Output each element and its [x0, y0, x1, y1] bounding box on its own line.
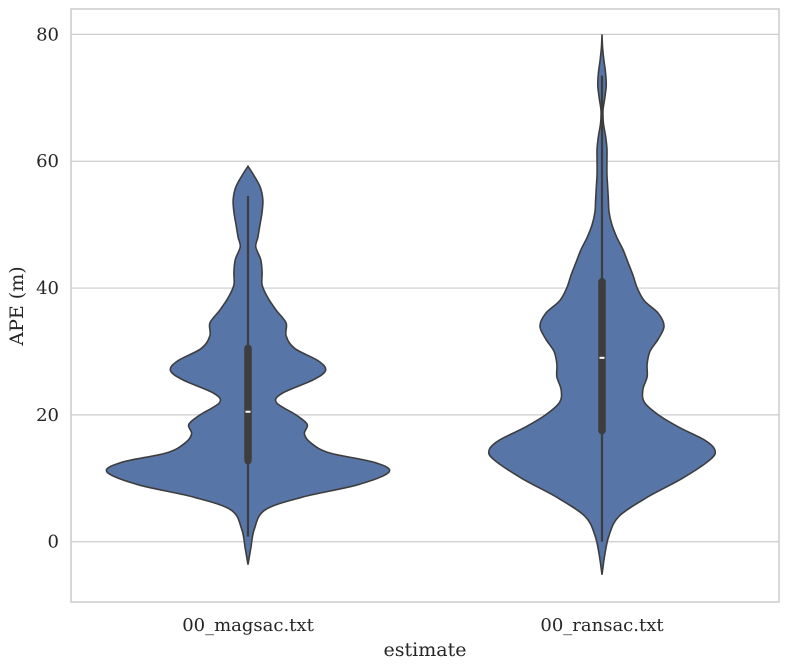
y-tick-label: 40 — [36, 278, 59, 299]
y-tick-label: 20 — [36, 405, 59, 426]
x-tick-label: 00_magsac.txt — [182, 615, 314, 636]
grid-lines — [71, 33, 779, 543]
violin-bodies — [105, 34, 717, 575]
y-tick-label: 80 — [36, 24, 59, 45]
plot-frame — [70, 8, 780, 603]
y-tick-label: 60 — [36, 151, 59, 172]
x-axis-label: estimate — [384, 639, 467, 661]
x-tick-label: 00_ransac.txt — [540, 615, 664, 636]
y-tick-labels: 0 20 40 60 80 — [36, 24, 59, 552]
inner-boxes — [244, 75, 606, 542]
y-tick-label: 0 — [48, 532, 59, 553]
y-axis-label: APE (m) — [6, 266, 28, 346]
x-tick-labels: 00_magsac.txt 00_ransac.txt — [182, 615, 664, 636]
